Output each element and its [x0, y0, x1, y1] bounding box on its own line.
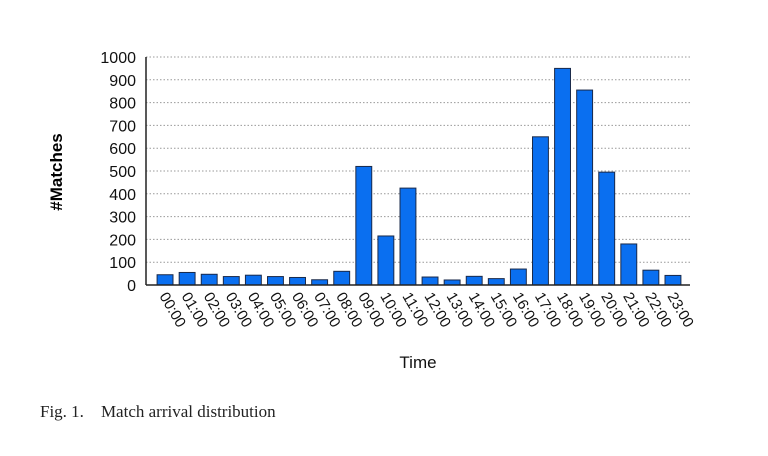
bar: [311, 279, 329, 286]
bar: [377, 235, 395, 286]
bar: [642, 269, 660, 286]
figure-caption-text: Match arrival distribution: [100, 402, 276, 421]
x-axis-label: Time: [399, 353, 436, 372]
bar: [244, 274, 262, 286]
y-tick-label: 600: [109, 141, 136, 158]
bar: [554, 67, 571, 286]
bar: [289, 276, 306, 286]
y-tick-label: 500: [109, 164, 136, 181]
bar: [399, 187, 417, 286]
bar: [598, 171, 616, 286]
y-tick-label: 200: [109, 232, 136, 249]
figure-label: Fig. 1.: [40, 402, 84, 421]
bar: [443, 279, 461, 286]
y-tick-label: 900: [109, 73, 136, 90]
bar: [576, 89, 594, 286]
bar: [532, 136, 549, 286]
y-axis-ticks: 0 100 200 300 400 500 600 700 800 900 1000: [100, 50, 136, 295]
figure-caption: Fig. 1. Match arrival distribution: [40, 402, 276, 422]
bar: [620, 243, 638, 286]
bar: [421, 276, 439, 286]
x-axis-ticks: 00:0001:0002:0003:0004:0005:0006:0007:00…: [156, 290, 697, 331]
bar: [156, 274, 174, 286]
bar: [465, 275, 483, 286]
y-tick-label: 700: [109, 118, 136, 135]
y-axis-label: #Matches: [47, 133, 66, 210]
y-tick-label: 0: [127, 278, 136, 295]
bar: [664, 274, 682, 286]
y-tick-label: 400: [109, 187, 136, 204]
bar: [355, 165, 373, 286]
y-tick-label: 1000: [100, 50, 136, 67]
bar: [267, 276, 284, 286]
bars: [156, 67, 682, 286]
bar: [222, 276, 240, 286]
bar: [487, 278, 505, 286]
bar: [509, 268, 527, 286]
bar: [333, 270, 351, 286]
bar: [178, 271, 196, 286]
y-tick-label: 100: [109, 255, 136, 272]
y-tick-label: 300: [109, 210, 136, 227]
y-tick-label: 800: [109, 96, 136, 113]
bar: [200, 273, 218, 286]
